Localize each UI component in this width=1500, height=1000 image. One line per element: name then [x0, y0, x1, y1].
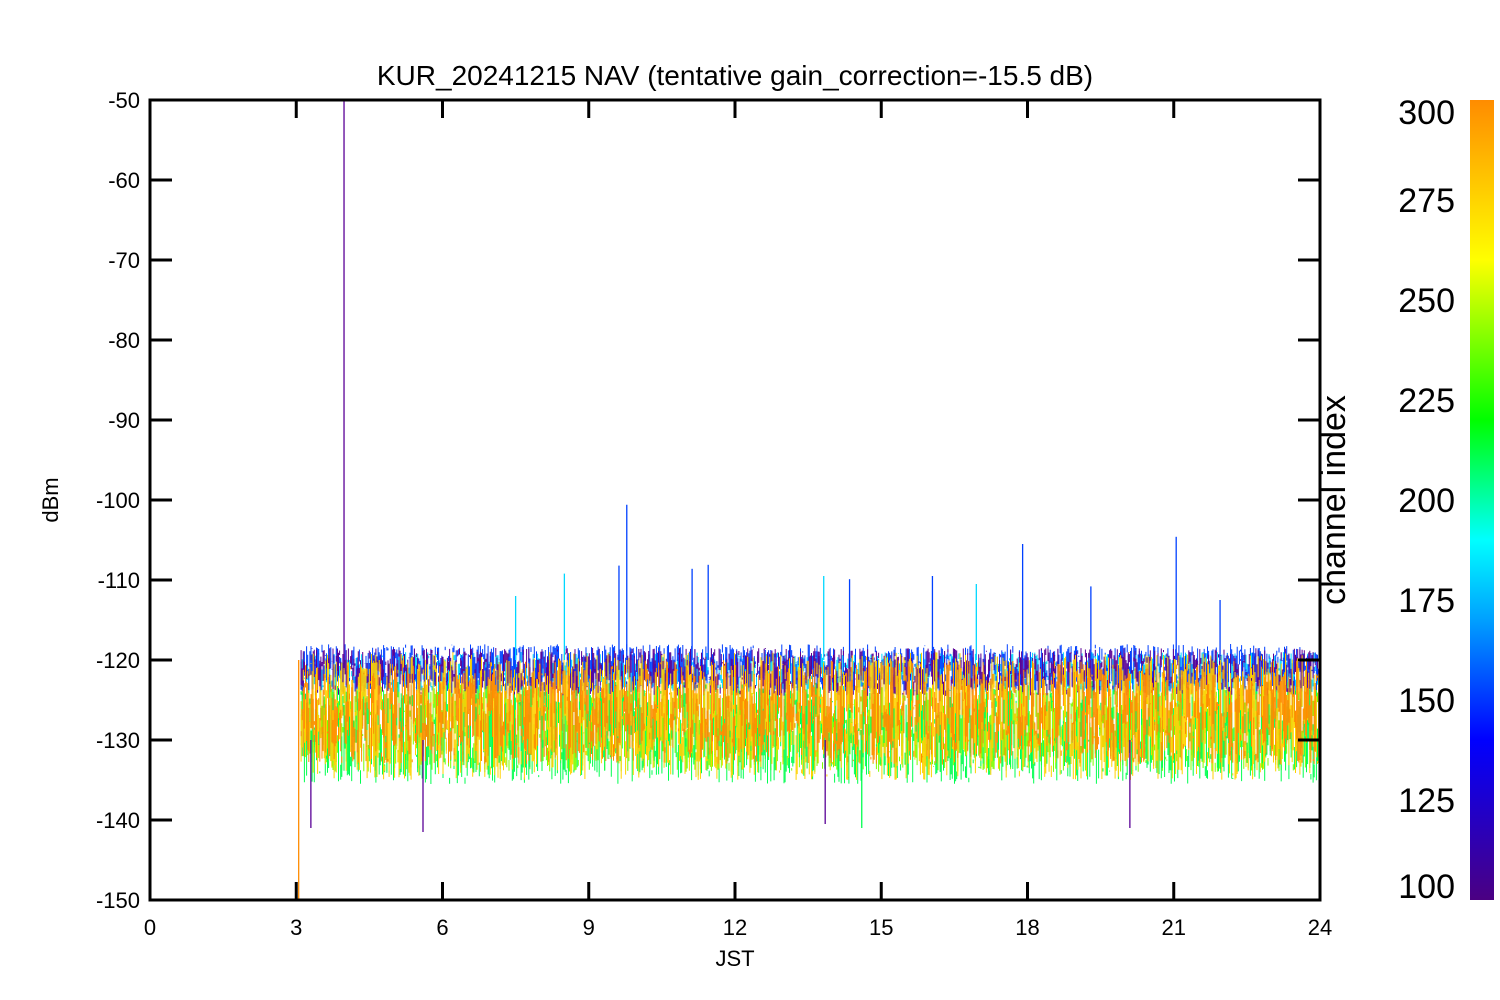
colorbar-tick-label: 100: [1398, 868, 1455, 906]
y-tick-label: -70: [108, 248, 140, 273]
y-axis-label: dBm: [38, 477, 63, 522]
colorbar-tick-label: 150: [1398, 682, 1455, 720]
series-trace-ch290: [300, 660, 1320, 764]
y-tick-label: -140: [96, 808, 140, 833]
plot-area: [298, 100, 1320, 900]
y-tick-label: -60: [108, 168, 140, 193]
colorbar-tick-label: 200: [1398, 482, 1455, 520]
data-bands: [300, 644, 1320, 784]
x-axis: 0 3 6 9 12 15 18 21 24: [144, 100, 1332, 940]
colorbar-tick-label: 250: [1398, 282, 1455, 320]
colorbar-gradient: [1470, 100, 1494, 900]
colorbar-label: channel index: [1315, 395, 1353, 605]
x-tick-label: 9: [583, 915, 595, 940]
x-tick-label: 0: [144, 915, 156, 940]
data-spikes: [298, 100, 1221, 900]
x-tick-label: 15: [869, 915, 893, 940]
colorbar-tick-label: 175: [1398, 582, 1455, 620]
colorbar-ticks: 300 275 250 225 200 175 150 125 100: [1398, 94, 1455, 906]
colorbar-tick-label: 225: [1398, 382, 1455, 420]
x-tick-label: 3: [290, 915, 302, 940]
y-tick-label: -80: [108, 328, 140, 353]
y-tick-label: -120: [96, 648, 140, 673]
y-tick-label: -90: [108, 408, 140, 433]
x-tick-label: 18: [1015, 915, 1039, 940]
x-tick-label: 12: [723, 915, 747, 940]
colorbar: 300 275 250 225 200 175 150 125 100 channel inde…: [1315, 94, 1494, 906]
colorbar-tick-label: 275: [1398, 182, 1455, 220]
colorbar-tick-label: 300: [1398, 94, 1455, 132]
y-tick-label: -100: [96, 488, 140, 513]
x-tick-label: 21: [1162, 915, 1186, 940]
y-tick-label: -110: [98, 568, 140, 593]
chart-title: KUR_20241215 NAV (tentative gain_correct…: [377, 60, 1093, 91]
x-tick-label: 6: [436, 915, 448, 940]
y-tick-label: -50: [108, 88, 140, 113]
y-axis: -50 -60 -70 -80 -90 -100 -110 -120 -130 -140 -150: [96, 88, 1320, 913]
plot-frame: [148, 98, 1322, 902]
y-tick-label: -150: [96, 888, 140, 913]
x-tick-label: 24: [1308, 915, 1332, 940]
colorbar-tick-label: 125: [1398, 782, 1455, 820]
y-tick-label: -130: [96, 728, 140, 753]
x-axis-label: JST: [715, 946, 754, 971]
